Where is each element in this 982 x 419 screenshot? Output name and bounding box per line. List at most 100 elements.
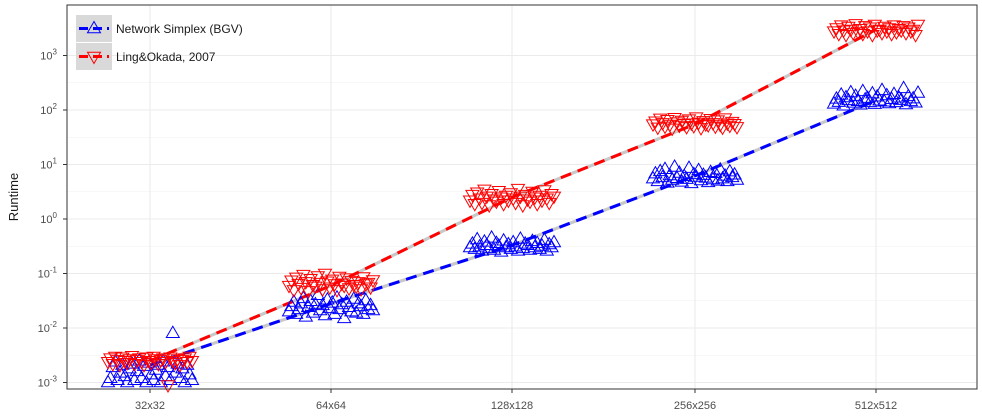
data-points <box>100 19 926 393</box>
ling-okada-point <box>903 26 919 40</box>
network-simplex-point <box>346 291 362 304</box>
ling-okada-point <box>884 29 899 42</box>
network-simplex-point <box>720 173 735 187</box>
trend-underlay <box>149 28 877 363</box>
network-simplex-point <box>845 94 861 108</box>
ling-okada-point <box>910 19 926 33</box>
network-simplex-point <box>177 374 193 388</box>
network-simplex-point <box>546 234 562 248</box>
network-simplex-point <box>172 370 188 383</box>
network-simplex-point <box>679 171 694 184</box>
ling-okada-point <box>869 25 885 39</box>
ling-okada-point <box>508 197 523 211</box>
ling-okada-point <box>489 196 504 210</box>
ling-okada-point <box>527 192 543 206</box>
network-simplex-point <box>893 92 909 105</box>
ling-okada-point <box>729 122 745 135</box>
y-tick-exponent: 2 <box>53 102 58 111</box>
network-simplex-point <box>729 171 745 185</box>
network-simplex-point <box>657 161 673 174</box>
network-simplex-point <box>110 372 125 386</box>
x-tick-label: 64x64 <box>316 400 346 412</box>
network-simplex-point <box>286 294 302 307</box>
network-simplex-point <box>867 96 883 109</box>
network-simplex-point <box>139 374 154 388</box>
network-simplex-point <box>348 304 364 318</box>
ling-okada-point <box>493 192 509 206</box>
ling-okada-point <box>296 269 311 283</box>
legend-marker <box>86 51 102 65</box>
y-tick-exponent: -3 <box>50 375 58 384</box>
ling-okada-point <box>175 355 190 368</box>
network-simplex-point <box>705 171 721 185</box>
y-tick-exponent: 0 <box>53 211 58 220</box>
ling-okada-point <box>698 119 714 133</box>
network-simplex-point <box>727 166 742 180</box>
ling-okada-point <box>515 200 531 214</box>
legend-marker <box>86 20 102 34</box>
ling-okada-point <box>715 122 730 136</box>
ling-okada-point <box>544 189 559 202</box>
network-simplex-point <box>650 173 666 187</box>
network-simplex-point <box>513 230 528 244</box>
network-simplex-point <box>877 93 892 107</box>
ling-okada-point <box>158 357 173 370</box>
network-simplex-point <box>175 360 190 374</box>
y-tick-label: 10-2 <box>38 320 58 335</box>
network-simplex-point <box>686 166 702 180</box>
legend-label-ling-okada: Ling&Okada, 2007 <box>116 50 216 64</box>
network-simplex-point <box>539 242 555 256</box>
network-simplex-point <box>498 239 514 253</box>
network-simplex-point <box>182 366 197 380</box>
network-simplex-point <box>838 89 854 103</box>
network-simplex-point <box>317 307 333 321</box>
network-simplex-point <box>146 372 161 386</box>
network-simplex-point <box>365 302 381 316</box>
network-simplex-point <box>896 80 911 94</box>
network-simplex-point <box>334 296 350 310</box>
ling-okada-point <box>339 273 354 287</box>
network-simplex-point <box>681 160 697 173</box>
y-tick-base: 10 <box>40 214 52 226</box>
network-simplex-point <box>296 290 311 304</box>
ling-okada-point <box>908 30 923 43</box>
y-tick-label: 103 <box>40 48 57 63</box>
y-tick-base: 10 <box>38 378 50 390</box>
trend-line <box>149 99 877 367</box>
network-simplex-point <box>853 96 868 110</box>
ling-okada-point <box>848 19 863 32</box>
x-axis: 32x32 64x64 128x128 256x256 512x512 <box>135 389 897 412</box>
network-simplex-point <box>358 292 374 306</box>
network-simplex-point <box>339 294 354 307</box>
network-simplex-point <box>184 372 200 386</box>
ling-okada-point <box>664 123 680 137</box>
y-tick-base: 10 <box>40 51 52 63</box>
ling-okada-point <box>146 351 161 365</box>
ling-okada-point <box>334 278 350 292</box>
x-tick-label: 512x512 <box>855 400 897 412</box>
ling-okada-point <box>522 196 538 210</box>
ling-okada-point <box>541 197 557 211</box>
x-tick-label: 128x128 <box>491 400 533 412</box>
network-simplex-point <box>481 240 497 254</box>
ling-okada-point <box>865 30 880 43</box>
network-simplex-point <box>522 242 538 255</box>
y-tick-base: 10 <box>38 323 50 335</box>
network-simplex-point <box>493 243 509 257</box>
network-simplex-point <box>165 325 181 339</box>
network-simplex-point <box>305 304 321 318</box>
ling-okada-point <box>365 275 381 288</box>
network-simplex-point <box>308 296 323 310</box>
ling-okada-point <box>467 199 483 212</box>
network-simplex-point <box>336 310 352 324</box>
x-tick-label: 256x256 <box>674 400 716 412</box>
network-simplex-point <box>167 364 183 378</box>
ling-okada-point <box>838 30 854 43</box>
plot-border <box>66 4 978 390</box>
y-tick-exponent: 3 <box>53 48 58 57</box>
y-tick-exponent: 1 <box>53 157 58 166</box>
legend-label-network-simplex: Network Simplex (BGV) <box>116 22 243 36</box>
trend-line <box>149 28 877 363</box>
legend-key-ling-okada <box>79 51 109 65</box>
